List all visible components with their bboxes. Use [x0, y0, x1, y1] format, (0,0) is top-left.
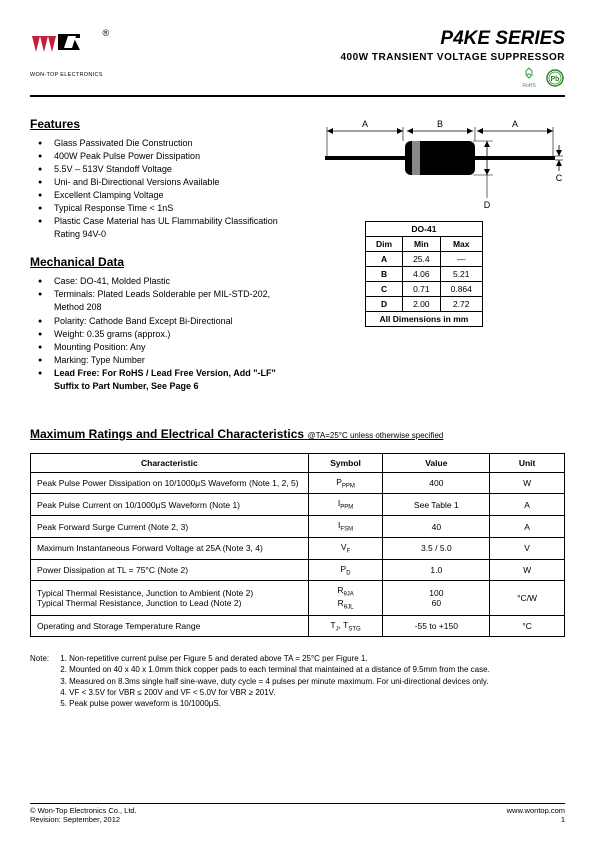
table-row: Maximum Instantaneous Forward Voltage at…	[31, 537, 565, 559]
logo-block: ® WON-TOP ELECTRONICS	[30, 28, 109, 78]
svg-text:A: A	[362, 119, 368, 129]
mechanical-item: Case: DO-41, Molded Plastic	[38, 275, 295, 288]
table-row: Power Dissipation at TL = 75°C (Note 2)P…	[31, 559, 565, 581]
series-subtitle: 400W TRANSIENT VOLTAGE SUPPRESSOR	[341, 52, 566, 63]
feature-item: 400W Peak Pulse Power Dissipation	[38, 150, 295, 163]
dim-table-title: DO-41	[366, 222, 483, 237]
note-item: 3. Measured on 8.3ms single half sine-wa…	[60, 677, 488, 686]
svg-text:A: A	[512, 119, 518, 129]
footer-url: www.wontop.com	[507, 806, 565, 815]
table-row: Typical Thermal Resistance, Junction to …	[31, 581, 565, 615]
feature-item: Typical Response Time < 1nS	[38, 202, 295, 215]
dimension-table: DO-41 Dim Min Max A25.4— B4.065.21 C0.71…	[365, 221, 483, 327]
notes-label: Note:	[30, 653, 58, 664]
mechanical-item: Polarity: Cathode Band Except Bi-Directi…	[38, 315, 295, 328]
feature-item: Plastic Case Material has UL Flammabilit…	[38, 215, 295, 241]
mechanical-heading: Mechanical Data	[30, 255, 295, 269]
title-block: P4KE SERIES 400W TRANSIENT VOLTAGE SUPPR…	[341, 28, 566, 91]
dim-header: Min	[403, 237, 441, 252]
feature-item: Excellent Clamping Voltage	[38, 189, 295, 202]
svg-text:C: C	[556, 173, 563, 183]
header-divider	[30, 95, 565, 97]
table-row: Operating and Storage Temperature RangeT…	[31, 615, 565, 637]
ratings-header: Characteristic	[31, 453, 309, 472]
company-logo-icon	[30, 28, 100, 68]
ratings-table: Characteristic Symbol Value Unit Peak Pu…	[30, 453, 565, 638]
table-row: All Dimensions in mm	[366, 312, 483, 327]
table-row: B4.065.21	[366, 267, 483, 282]
table-row: C0.710.864	[366, 282, 483, 297]
feature-item: Glass Passivated Die Construction	[38, 137, 295, 150]
mechanical-item: Terminals: Plated Leads Solderable per M…	[38, 288, 295, 314]
svg-text:D: D	[484, 200, 491, 210]
registered-icon: ®	[103, 28, 110, 38]
features-heading: Features	[30, 117, 295, 131]
svg-text:Pb: Pb	[551, 76, 560, 83]
features-list: Glass Passivated Die Construction 400W P…	[30, 137, 295, 241]
dim-header: Max	[440, 237, 482, 252]
ratings-header: Unit	[490, 453, 565, 472]
page-footer: © Won-Top Electronics Co., Ltd. Revision…	[30, 803, 565, 824]
dim-header: Dim	[366, 237, 403, 252]
mechanical-item-bold: Lead Free: For RoHS / Lead Free Version,…	[38, 367, 295, 393]
pb-free-icon: Pb	[545, 67, 565, 91]
note-item: 5. Peak pulse power waveform is 10/1000μ…	[60, 699, 221, 708]
footer-company: © Won-Top Electronics Co., Ltd.	[30, 806, 137, 815]
feature-item: 5.5V – 513V Standoff Voltage	[38, 163, 295, 176]
table-row: Peak Pulse Current on 10/1000μS Waveform…	[31, 494, 565, 516]
ratings-header: Value	[383, 453, 490, 472]
footer-page: 1	[507, 815, 565, 824]
table-row: Peak Pulse Power Dissipation on 10/1000μ…	[31, 472, 565, 494]
logo-text: WON-TOP ELECTRONICS	[30, 72, 109, 78]
mechanical-list: Case: DO-41, Molded Plastic Terminals: P…	[30, 275, 295, 392]
mechanical-item: Weight: 0.35 grams (approx.)	[38, 328, 295, 341]
mechanical-item: Marking: Type Number	[38, 354, 295, 367]
page-header: ® WON-TOP ELECTRONICS P4KE SERIES 400W T…	[30, 28, 565, 91]
note-item: 2. Mounted on 40 x 40 x 1.0mm thick copp…	[60, 665, 490, 674]
series-title: P4KE SERIES	[341, 28, 566, 50]
notes-block: Note: 1. Non-repetitive current pulse pe…	[30, 653, 565, 709]
footer-revision: Revision: September, 2012	[30, 815, 137, 824]
package-diagram: A B A C	[315, 103, 565, 215]
table-row: Peak Forward Surge Current (Note 2, 3)IF…	[31, 516, 565, 538]
ratings-header: Symbol	[308, 453, 383, 472]
svg-text:B: B	[437, 119, 443, 129]
table-row: A25.4—	[366, 252, 483, 267]
mechanical-item: Mounting Position: Any	[38, 341, 295, 354]
rohs-icon: RoHS	[520, 67, 538, 91]
table-row: D2.002.72	[366, 297, 483, 312]
svg-text:RoHS: RoHS	[523, 83, 537, 89]
note-item: 1. Non-repetitive current pulse per Figu…	[60, 654, 367, 663]
feature-item: Uni- and Bi-Directional Versions Availab…	[38, 176, 295, 189]
ratings-heading: Maximum Ratings and Electrical Character…	[30, 427, 565, 441]
note-item: 4. VF < 3.5V for VBR ≤ 200V and VF < 5.0…	[60, 688, 275, 697]
